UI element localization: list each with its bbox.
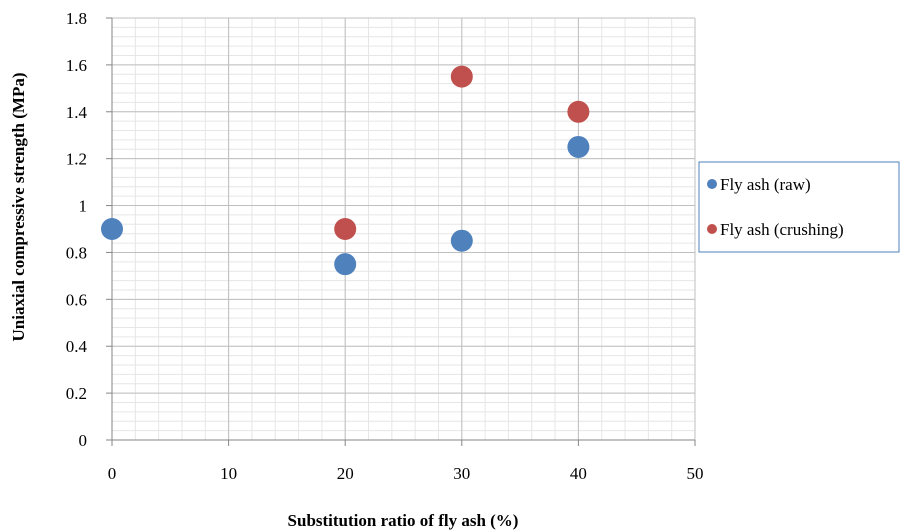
y-tick-label: 1.6 (66, 56, 87, 75)
y-tick-label: 0.4 (66, 337, 88, 356)
y-tick-label: 0.2 (66, 384, 87, 403)
x-axis-tick-labels: 0 10 20 30 40 50 (108, 464, 704, 483)
y-tick-label: 1.2 (66, 150, 87, 169)
x-tick-label: 0 (108, 464, 117, 483)
y-axis-tick-labels: 0 0.2 0.4 0.6 0.8 1 1.2 1.4 1.6 1.8 (66, 9, 88, 450)
y-tick-label: 1.4 (66, 103, 88, 122)
x-axis-title: Substitution ratio of fly ash (%) (288, 511, 519, 530)
x-tick-label: 40 (570, 464, 587, 483)
x-tick-label: 10 (220, 464, 237, 483)
data-point (334, 253, 357, 276)
y-tick-label: 1.8 (66, 9, 87, 28)
series-1 (101, 135, 590, 276)
x-tick-label: 30 (453, 464, 470, 483)
legend-items: Fly ash (raw) Fly ash (crushing) (707, 175, 844, 239)
legend-label: Fly ash (raw) (720, 175, 811, 194)
x-tick-label: 50 (687, 464, 704, 483)
minor-grid (111, 17, 696, 441)
data-point (567, 100, 590, 123)
legend-label: Fly ash (crushing) (720, 220, 844, 239)
axes (106, 17, 696, 446)
major-grid (111, 17, 696, 441)
x-tick-label: 20 (337, 464, 354, 483)
data-point (450, 229, 473, 252)
y-axis-title: Uniaxial compressive strength (MPa) (9, 73, 28, 342)
legend: Fly ash (raw) Fly ash (crushing) (698, 161, 900, 253)
data-point (450, 65, 473, 88)
data-point (334, 218, 357, 240)
data-point (567, 135, 590, 158)
y-tick-label: 0.8 (66, 243, 87, 262)
legend-marker (707, 179, 717, 189)
series-2 (334, 65, 590, 240)
data-points (101, 65, 590, 276)
data-point (101, 218, 123, 240)
legend-box (698, 161, 900, 253)
legend-marker (707, 224, 717, 234)
y-tick-label: 0.6 (66, 290, 87, 309)
y-tick-label: 0 (79, 431, 88, 450)
y-tick-label: 1 (79, 197, 88, 216)
